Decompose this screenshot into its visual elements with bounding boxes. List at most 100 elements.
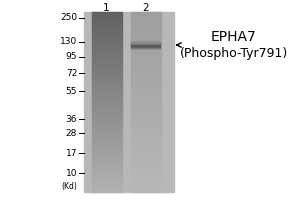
Bar — [92, 154, 122, 156]
Bar — [92, 169, 122, 172]
Bar — [92, 118, 122, 120]
Bar — [92, 30, 122, 32]
Bar — [130, 118, 160, 120]
Bar — [130, 174, 160, 176]
Bar — [92, 55, 122, 57]
Bar — [130, 122, 160, 124]
Bar — [92, 172, 122, 174]
Bar — [92, 131, 122, 134]
Bar — [130, 34, 160, 37]
Bar — [92, 48, 122, 50]
Bar — [130, 44, 160, 46]
Bar — [92, 28, 122, 30]
Bar — [130, 188, 160, 190]
Bar — [92, 12, 122, 14]
Bar — [130, 28, 160, 30]
Bar — [92, 124, 122, 127]
Bar — [130, 100, 160, 102]
Bar — [130, 93, 160, 95]
Bar — [130, 129, 160, 131]
Bar — [92, 32, 122, 34]
Bar — [92, 77, 122, 79]
Bar — [130, 25, 160, 28]
Bar — [130, 62, 160, 64]
Text: 28: 28 — [66, 129, 77, 138]
Bar — [92, 34, 122, 37]
Bar — [92, 100, 122, 102]
Bar — [92, 113, 122, 115]
Bar — [130, 124, 160, 127]
Bar — [130, 48, 160, 50]
Bar — [130, 79, 160, 82]
Bar — [92, 50, 122, 52]
Text: EPHA7: EPHA7 — [211, 30, 257, 44]
Bar — [92, 73, 122, 75]
Bar — [92, 64, 122, 66]
Bar — [130, 147, 160, 149]
Bar — [130, 71, 160, 73]
Bar — [130, 102, 160, 104]
Bar — [92, 109, 122, 111]
Bar — [130, 167, 160, 169]
Text: 1: 1 — [103, 3, 110, 13]
Bar — [130, 142, 160, 145]
Bar — [130, 86, 160, 88]
Bar — [92, 44, 122, 46]
Bar — [92, 183, 122, 185]
Bar — [92, 149, 122, 151]
Bar — [92, 79, 122, 82]
Bar — [92, 104, 122, 106]
Bar — [130, 136, 160, 138]
Text: (Phospho-Tyr791): (Phospho-Tyr791) — [180, 46, 288, 60]
Bar — [130, 145, 160, 147]
Bar — [130, 176, 160, 178]
Bar — [92, 140, 122, 142]
Bar — [130, 41, 160, 44]
Bar — [92, 82, 122, 84]
Bar — [92, 174, 122, 176]
Bar — [92, 185, 122, 188]
Text: 130: 130 — [60, 38, 77, 46]
Bar — [92, 176, 122, 178]
Bar — [92, 129, 122, 131]
Text: 55: 55 — [66, 87, 77, 96]
Bar — [130, 46, 160, 48]
Bar — [92, 145, 122, 147]
Bar — [130, 106, 160, 109]
Bar — [92, 106, 122, 109]
Bar — [130, 183, 160, 185]
Bar — [130, 66, 160, 68]
Bar — [130, 88, 160, 91]
Bar — [92, 115, 122, 118]
Text: 72: 72 — [66, 68, 77, 77]
Bar — [92, 111, 122, 113]
Bar — [130, 97, 160, 100]
Bar — [130, 84, 160, 86]
Bar — [130, 52, 160, 55]
Bar — [92, 95, 122, 97]
Bar — [130, 55, 160, 57]
Bar — [92, 62, 122, 64]
Bar — [92, 178, 122, 181]
Bar — [130, 134, 160, 136]
Text: 36: 36 — [66, 114, 77, 123]
Bar — [92, 91, 122, 93]
Bar — [130, 64, 160, 66]
Bar — [92, 19, 122, 21]
Text: 250: 250 — [60, 14, 77, 22]
Bar — [92, 88, 122, 91]
Bar — [92, 57, 122, 59]
Bar — [130, 172, 160, 174]
Bar — [92, 59, 122, 62]
Text: 95: 95 — [66, 52, 77, 61]
Bar — [130, 91, 160, 93]
Bar — [92, 68, 122, 71]
Bar — [130, 77, 160, 79]
Bar — [130, 169, 160, 172]
Bar — [130, 39, 160, 41]
Bar — [92, 23, 122, 25]
Bar — [92, 52, 122, 55]
Bar — [130, 190, 160, 192]
Bar — [92, 122, 122, 124]
Bar — [92, 136, 122, 138]
